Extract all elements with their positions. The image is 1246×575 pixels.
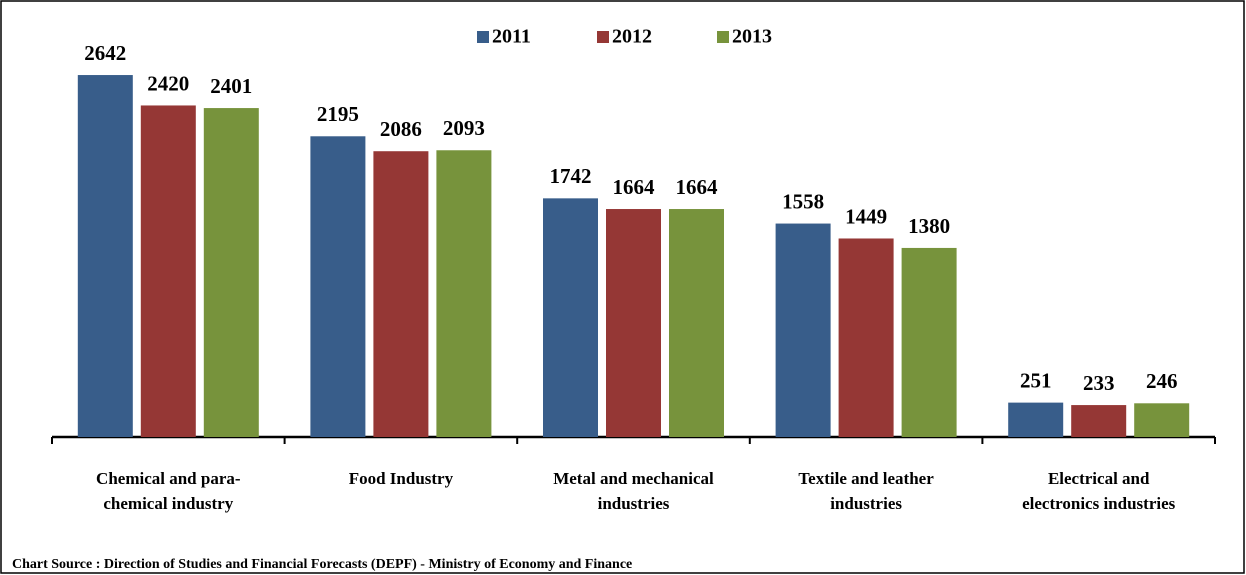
data-label: 1380 (908, 214, 950, 238)
bar (310, 136, 366, 437)
bar (1071, 405, 1127, 437)
legend-label: 2012 (612, 26, 652, 48)
legend-swatch (717, 31, 729, 43)
bar (775, 223, 831, 437)
legend-label: 2011 (492, 26, 531, 48)
bar (373, 151, 429, 437)
data-label: 1558 (782, 189, 824, 213)
x-tick-label: Textile and leather industries (798, 469, 934, 513)
x-tick-label: Electrical and electronics industries (1022, 469, 1176, 513)
bar (838, 238, 894, 437)
source-note: Chart Source : Direction of Studies and … (12, 557, 632, 572)
data-label: 2401 (210, 74, 252, 98)
data-label: 2420 (147, 71, 189, 95)
x-tick-label: Chemical and para-chemical industry (96, 469, 241, 513)
data-label: 2093 (443, 116, 485, 140)
legend-swatch (597, 31, 609, 43)
data-label: 2195 (317, 102, 359, 126)
bar (436, 150, 492, 437)
data-label: 2642 (84, 41, 126, 65)
bar (669, 209, 724, 437)
x-tick-label: Food Industry (349, 469, 454, 488)
x-tick-label: Metal and mechanical industries (553, 469, 714, 513)
bar (203, 108, 259, 438)
data-label: 1664 (676, 175, 719, 199)
bar (1008, 402, 1064, 437)
legend-swatch (477, 31, 489, 43)
bar (606, 209, 661, 437)
data-label: 1449 (845, 204, 887, 228)
data-label: 2086 (380, 117, 422, 141)
data-label: 1742 (550, 164, 592, 188)
bar (901, 247, 957, 437)
bar (140, 105, 196, 438)
data-label: 251 (1020, 368, 1052, 392)
data-label: 233 (1083, 371, 1115, 395)
bar (543, 198, 598, 437)
data-label: 246 (1146, 369, 1178, 393)
bar (1134, 403, 1190, 437)
legend-label: 2013 (732, 26, 772, 48)
data-label: 1664 (613, 175, 656, 199)
bar (77, 75, 133, 438)
